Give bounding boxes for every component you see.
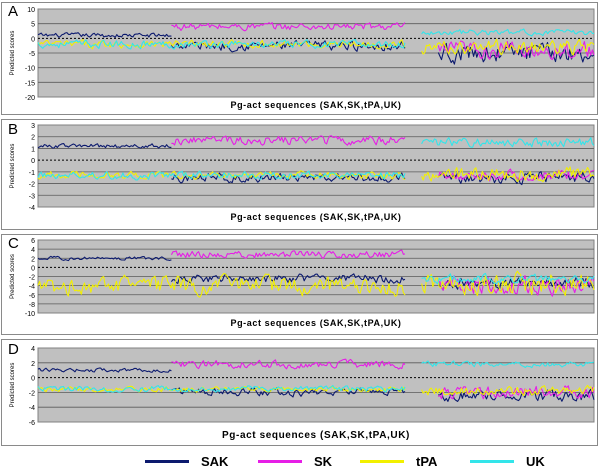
panel-c-ytick-label-1: 4 <box>31 247 35 254</box>
legend-swatch-sk <box>258 460 302 463</box>
panel-b-ytick-label-0: 3 <box>31 123 35 130</box>
panel-a-ytick-label-0: 10 <box>27 7 35 14</box>
panel-c-ytick-label-5: -4 <box>29 284 35 291</box>
panel-b-letter: B <box>8 121 19 138</box>
panel-c-ytick-label-3: 0 <box>31 265 35 272</box>
panel-b-ylabel: Predicted scores <box>10 144 16 189</box>
legend-item-uk: UK <box>470 452 545 471</box>
panel-a-ytick-label-3: -5 <box>29 51 35 58</box>
panel-c-ylabel: Predicted scores <box>10 254 16 299</box>
panel-c-ytick-label-4: -2 <box>29 275 35 282</box>
legend-swatch-tpa <box>360 460 404 463</box>
panel-c-series-tpa-segment-0 <box>37 272 406 298</box>
panel-d-ytick-label-4: -4 <box>29 405 35 412</box>
panel-d-series-uk-segment-1 <box>421 360 595 369</box>
panel-a-ylabel: Predicted scores <box>10 31 16 76</box>
panel-d-series-tpa-segment-1 <box>421 384 595 397</box>
legend-label-tpa: tPA <box>416 454 438 469</box>
panel-c-ytick-label-6: -6 <box>29 293 35 300</box>
panel-c-ytick-label-0: 6 <box>31 238 35 245</box>
panel-a-ytick-label-2: 0 <box>31 36 35 43</box>
panel-a-series-sk-segment-0 <box>171 22 406 32</box>
legend-item-tpa: tPA <box>360 452 437 471</box>
panel-c-series-uk-segment-0 <box>421 272 595 285</box>
panel-a-ytick-label-1: 5 <box>31 22 35 29</box>
panel-a-series-sak-segment-0 <box>37 32 172 38</box>
panel-d-series-sak-segment-0 <box>37 367 172 373</box>
panel-d-series-sk-segment-0 <box>171 358 406 370</box>
panel-a-series-uk-segment-1 <box>421 28 594 37</box>
legend-label-sak: SAK <box>201 454 229 469</box>
legend-label-uk: UK <box>526 454 545 469</box>
panel-d-series-sk-segment-1 <box>437 385 595 400</box>
panel-a-series-uk-segment-0 <box>37 38 406 50</box>
panel-b-ytick-label-1: 2 <box>31 135 35 142</box>
panel-b-ytick-label-2: 1 <box>31 146 35 153</box>
panel-b-series-tpa-segment-1 <box>421 166 595 183</box>
panel-c-series-sak-segment-1 <box>170 273 406 284</box>
panel-d-ytick-label-0: 4 <box>31 346 35 353</box>
panel-b-series-sk-segment-0 <box>171 135 406 146</box>
legend-swatch-sak <box>145 460 189 463</box>
panel-b-series-sak-segment-2 <box>437 171 595 186</box>
panel-b-ytick-label-5: -2 <box>29 182 35 189</box>
panel-b-xlabel: Pg-act sequences (SAK,SK,tPA,UK) <box>230 212 401 222</box>
panel-b-ytick-label-7: -4 <box>29 205 35 212</box>
legend-swatch-uk <box>470 460 514 463</box>
panel-c-letter: C <box>8 235 19 252</box>
panel-b-ytick-label-4: -1 <box>29 170 35 177</box>
panel-a-series-tpa-segment-1 <box>421 38 595 56</box>
panel-c-xlabel: Pg-act sequences (SAK,SK,tPA,UK) <box>230 318 401 328</box>
panel-d-ytick-label-2: 0 <box>31 376 35 383</box>
panel-c-ytick-label-8: -10 <box>25 311 35 318</box>
panel-b-ytick-label-6: -3 <box>29 193 35 200</box>
panel-d-plot-area <box>37 347 595 423</box>
legend-label-sk: SK <box>314 454 333 469</box>
panel-a-ytick-label-4: -10 <box>25 66 35 73</box>
panel-b-plot-area <box>37 124 595 208</box>
panel-d-series-uk-segment-0 <box>37 384 406 393</box>
panel-a-xlabel: Pg-act sequences (SAK,SK,tPA,UK) <box>230 100 401 110</box>
panel-a-ytick-label-6: -20 <box>25 95 35 102</box>
panel-d-ytick-label-3: -2 <box>29 390 35 397</box>
panel-d-letter: D <box>8 341 19 358</box>
panel-c-series-sak-segment-0 <box>37 255 172 262</box>
panel-b-series-uk-segment-1 <box>421 137 595 148</box>
panel-b-series-uk-segment-0 <box>37 170 406 181</box>
panel-d-series-sak-segment-2 <box>438 388 595 402</box>
panel-c-series-sk-segment-0 <box>170 249 406 260</box>
panel-a-letter: A <box>8 3 19 20</box>
legend-item-sak: SAK <box>145 452 228 471</box>
panel-a-ytick-label-5: -15 <box>25 80 35 87</box>
panel-d-ylabel: Predicted scores <box>10 363 16 408</box>
panel-c-series-tpa-segment-1 <box>421 270 595 297</box>
panel-d-ytick-label-5: -6 <box>29 420 35 427</box>
panel-b-ytick-label-3: 0 <box>31 158 35 165</box>
panel-c-ytick-label-2: 2 <box>31 256 35 263</box>
legend-item-sk: SK <box>258 452 332 471</box>
panel-b-series-sk-segment-1 <box>437 168 595 182</box>
panel-b-series-sak-segment-0 <box>37 143 172 149</box>
panel-d-ytick-label-1: 2 <box>31 361 35 368</box>
panel-d-xlabel: Pg-act sequences (SAK,SK,tPA,UK) <box>222 430 410 441</box>
panel-c-ytick-label-7: -8 <box>29 302 35 309</box>
legend: SAK SK tPA UK <box>0 452 600 471</box>
